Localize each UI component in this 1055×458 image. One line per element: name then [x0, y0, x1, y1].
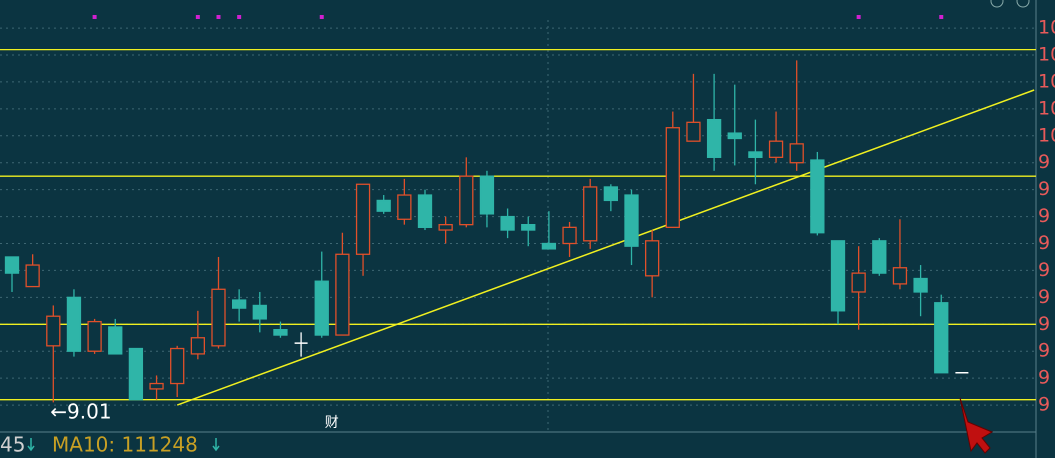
candle-body	[768, 140, 784, 158]
icon[interactable]	[990, 0, 1004, 8]
candle-body	[46, 315, 61, 347]
y-tick-label: 9	[1038, 259, 1050, 281]
candle-body	[934, 302, 949, 374]
candle-body	[810, 159, 825, 234]
candle-body	[479, 175, 495, 215]
down-arrow	[27, 438, 35, 452]
event-marker	[216, 15, 221, 19]
candle-body	[500, 215, 515, 231]
icon[interactable]	[1016, 0, 1030, 8]
event-marker	[856, 15, 861, 19]
y-tick-label: 9	[1038, 205, 1050, 227]
event-marker	[939, 15, 944, 19]
candle-body	[66, 296, 82, 352]
candle-body	[128, 347, 144, 401]
candle-body	[108, 326, 123, 355]
y-tick-label: 9	[1038, 151, 1050, 173]
trend-line	[176, 89, 1035, 406]
low-label: ←9.01	[50, 400, 111, 424]
ma10-label: MA10: 111248	[52, 433, 198, 457]
footer-partial-value: 45	[0, 433, 25, 457]
candle-body	[851, 272, 866, 293]
y-tick-label: 9	[1038, 313, 1050, 335]
candle-body	[624, 194, 639, 247]
candle-body	[149, 382, 164, 390]
candle-body	[211, 288, 226, 347]
event-marker	[319, 15, 324, 19]
y-tick-label: 10	[1038, 124, 1055, 146]
y-tick-label: 10	[1038, 17, 1055, 39]
y-tick-label: 9	[1038, 394, 1050, 416]
candle-body	[376, 199, 391, 212]
candle-body	[748, 151, 763, 158]
down-arrow	[212, 438, 220, 452]
y-tick-label: 10	[1038, 97, 1055, 119]
candle-body	[583, 186, 598, 242]
candle-body	[4, 256, 20, 274]
candle-body	[190, 337, 206, 355]
candle-body	[830, 240, 846, 312]
candle-body	[686, 121, 701, 142]
candle-body	[665, 127, 680, 228]
candle-body	[541, 242, 557, 250]
y-tick-label: 9	[1038, 232, 1050, 254]
candle-body	[397, 194, 412, 220]
candle-body	[521, 224, 536, 231]
y-tick-label: 10	[1038, 44, 1055, 66]
candle-body	[87, 320, 102, 352]
candle-body	[273, 329, 288, 336]
candle-body	[892, 267, 908, 285]
candle-body	[335, 253, 350, 336]
y-tick-label: 10	[1038, 70, 1055, 92]
candle-body	[459, 175, 474, 226]
y-tick-label: 9	[1038, 340, 1050, 362]
candle-body	[603, 186, 618, 202]
candle-body	[231, 299, 247, 309]
y-tick-label: 9	[1038, 178, 1050, 200]
candle-body	[252, 304, 267, 320]
y-tick-label: 9	[1038, 367, 1050, 389]
candle-body	[355, 183, 371, 255]
candle-body	[314, 280, 329, 336]
candle-body	[913, 277, 928, 293]
candle-body	[872, 240, 887, 274]
candle-body	[789, 143, 804, 164]
candle-body	[438, 224, 453, 231]
y-tick-label: 9	[1038, 286, 1050, 308]
mouse-cursor	[959, 397, 994, 454]
candle-body	[706, 118, 722, 158]
event-marker	[195, 15, 200, 19]
event-marker	[237, 15, 242, 19]
finance-mark: 财	[325, 415, 339, 431]
candle-body	[25, 264, 40, 288]
candle-body	[562, 226, 577, 245]
candle-body	[170, 347, 185, 385]
candle-body	[727, 132, 742, 140]
candle-body	[645, 240, 660, 277]
candle-body	[417, 194, 433, 228]
event-marker	[92, 15, 97, 19]
